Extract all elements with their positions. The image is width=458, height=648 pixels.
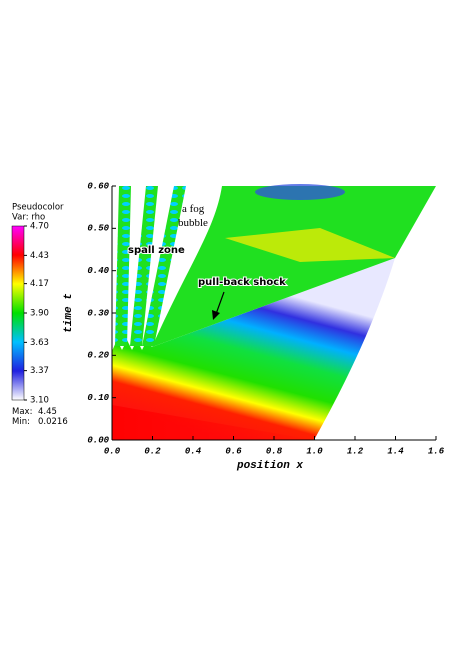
y-tick-label: 0.20 — [87, 351, 109, 361]
colorbar-tick-label: 3.90 — [30, 309, 49, 319]
annotation: a fog — [182, 203, 205, 215]
x-tick-label: 0.4 — [185, 446, 202, 456]
spall-layer — [142, 186, 186, 346]
field — [112, 184, 436, 440]
legend-min: Min: 0.0216 — [12, 417, 68, 427]
y-tick-label: 0.00 — [87, 435, 109, 445]
x-tick-label: 1.4 — [387, 446, 404, 456]
x-tick-label: 1.0 — [306, 446, 323, 456]
min-value: 0.0216 — [38, 417, 68, 427]
x-tick-label: 0.6 — [225, 446, 242, 456]
field-blue-top — [255, 184, 345, 200]
max-value: 4.45 — [38, 407, 57, 417]
y-tick-label: 0.10 — [87, 393, 109, 403]
colorbar-tick-label: 4.17 — [30, 279, 49, 289]
x-tick-label: 0.0 — [104, 446, 121, 456]
colorbar-tick-label: 4.70 — [30, 222, 49, 232]
legend-max: Max: 4.45 — [12, 407, 57, 417]
annotation: spall zone — [128, 245, 185, 256]
spall-layer — [130, 186, 158, 346]
field-red-band — [112, 405, 314, 440]
field-upper — [152, 186, 436, 347]
spall-layer — [115, 186, 131, 346]
y-axis-label: time t — [63, 293, 75, 333]
legend-variable: Var: rho — [12, 213, 45, 223]
x-tick-label: 1.6 — [428, 446, 445, 456]
field-lower — [112, 258, 395, 440]
legend-title: Pseudocolor — [12, 203, 64, 213]
colorbar — [11, 225, 25, 401]
x-axis-label: position x — [236, 460, 303, 472]
colorbar-tick-label: 4.43 — [30, 251, 49, 261]
annotation: bubble — [178, 217, 208, 229]
y-tick-label: 0.50 — [87, 224, 109, 234]
y-tick-label: 0.40 — [87, 266, 109, 276]
annotation-arrow — [215, 291, 225, 315]
annotation: pull-back shock — [198, 277, 286, 288]
colorbar-tick-label: 3.37 — [30, 366, 49, 376]
y-tick-label: 0.30 — [87, 308, 109, 318]
min-label: Min: — [12, 417, 30, 427]
colorbar-tick-label: 3.63 — [30, 338, 49, 348]
annotation-arrowhead — [212, 310, 220, 320]
colorbar-tick-label: 3.10 — [30, 396, 49, 406]
y-tick-label: 0.60 — [87, 181, 109, 191]
field-yellow-band — [225, 228, 395, 262]
x-tick-label: 0.8 — [266, 446, 283, 456]
x-tick-label: 0.2 — [144, 446, 161, 456]
x-tick-label: 1.2 — [347, 446, 364, 456]
max-label: Max: — [12, 407, 32, 417]
